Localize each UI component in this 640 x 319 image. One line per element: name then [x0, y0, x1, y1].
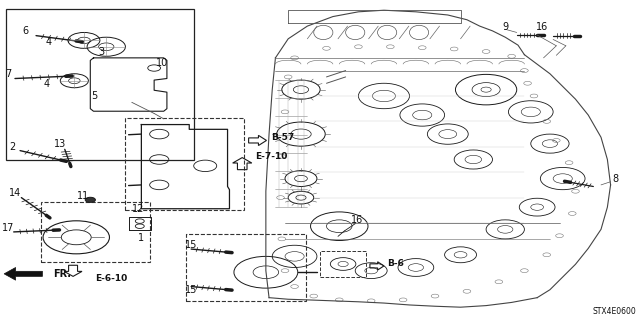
Text: FR.: FR. [53, 269, 71, 279]
Bar [186, 234, 306, 301]
Text: 4: 4 [44, 79, 50, 89]
Text: B-57: B-57 [271, 133, 294, 142]
Text: 7: 7 [6, 69, 12, 79]
Text: 12: 12 [132, 204, 145, 214]
Text: 14: 14 [9, 189, 21, 198]
Text: E-6-10: E-6-10 [95, 274, 127, 283]
Text: 11: 11 [77, 191, 89, 201]
Text: 9: 9 [502, 22, 508, 32]
Text: 16: 16 [536, 22, 548, 32]
Text: 13: 13 [54, 139, 66, 149]
Text: 5: 5 [92, 91, 98, 101]
Text: E-7-10: E-7-10 [255, 152, 287, 161]
Text: 10: 10 [156, 58, 168, 68]
Text: 15: 15 [185, 240, 197, 250]
Text: 16: 16 [351, 215, 364, 226]
Circle shape [85, 197, 95, 202]
Polygon shape [4, 268, 42, 280]
Text: 17: 17 [3, 223, 15, 233]
Bar [40, 202, 150, 262]
Text: 2: 2 [10, 142, 15, 152]
Text: 4: 4 [45, 37, 52, 47]
Text: 6: 6 [22, 26, 28, 36]
Text: 3: 3 [99, 47, 105, 56]
Bar [320, 251, 366, 277]
Bar [125, 118, 243, 210]
Text: STX4E0600: STX4E0600 [593, 307, 636, 316]
Text: B-6: B-6 [387, 259, 404, 268]
Bar [6, 9, 195, 160]
Text: 8: 8 [612, 174, 619, 184]
Text: 1: 1 [138, 233, 145, 243]
Text: 15: 15 [185, 286, 197, 295]
